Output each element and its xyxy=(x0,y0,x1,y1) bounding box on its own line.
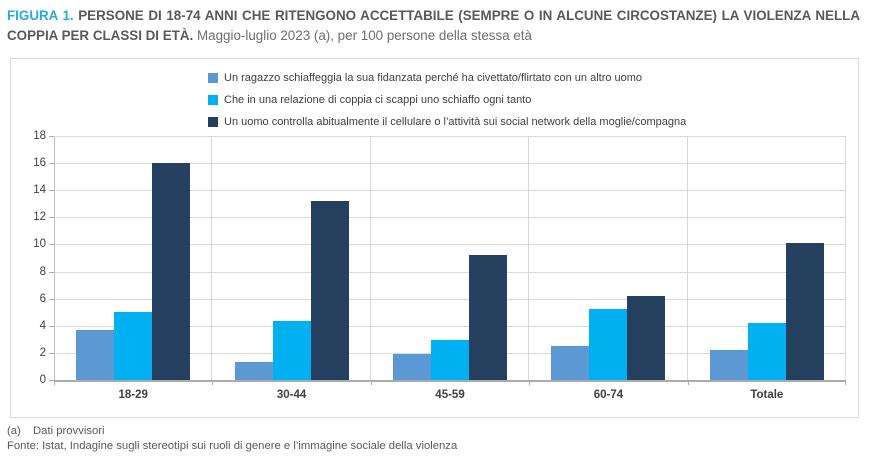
x-axis-tick xyxy=(212,381,214,385)
bar-series3-60-74 xyxy=(627,295,666,381)
chart-panel: Un ragazzo schiaffeggia la sua fidanzata… xyxy=(10,58,859,418)
bar-series3-18-29 xyxy=(152,162,191,381)
bar-series3-45-59 xyxy=(469,254,508,381)
legend-label: Che in una relazione di coppia ci scappi… xyxy=(224,94,532,106)
x-category-label: 30-44 xyxy=(276,389,307,401)
bar-group-30-44 xyxy=(212,137,370,381)
gridline xyxy=(54,325,846,327)
figure-number-label: FIGURA 1. xyxy=(7,8,74,23)
figure-title-text: PERSONE DI 18-74 ANNI CHE RITENGONO ACCE… xyxy=(7,8,860,43)
gridline xyxy=(54,244,846,246)
legend-swatch-icon xyxy=(208,117,218,127)
figure-subtitle: Maggio-luglio 2023 (a), per 100 persone … xyxy=(197,28,532,43)
bar-series2-18-29 xyxy=(114,311,153,381)
category-separator-line xyxy=(211,137,213,381)
bar-group-45-59 xyxy=(371,137,529,381)
plot-area: 0 2 4 6 8 10 12 14 16 18 xyxy=(33,130,846,386)
bars-container xyxy=(54,137,846,381)
y-axis-tick xyxy=(49,298,54,300)
y-axis-tick xyxy=(49,136,54,137)
legend-item: Che in una relazione di coppia ci scappi… xyxy=(208,89,686,111)
bar-series3-Totale xyxy=(785,242,824,381)
y-axis-tick xyxy=(49,325,54,327)
y-tick-label: 0 xyxy=(39,374,46,386)
legend-label: Un ragazzo schiaffeggia la sua fidanzata… xyxy=(224,72,643,84)
y-tick-label: 16 xyxy=(33,157,46,170)
figure-title: FIGURA 1. PERSONE DI 18-74 ANNI CHE RITE… xyxy=(0,0,869,46)
gridline xyxy=(54,163,846,165)
bar-series2-45-59 xyxy=(431,340,470,381)
gridline xyxy=(54,298,846,300)
bar-group-Totale xyxy=(688,137,846,381)
bar-series3-30-44 xyxy=(310,200,349,381)
bar-series1-30-44 xyxy=(234,362,273,381)
x-category-label: 45-59 xyxy=(435,389,465,401)
x-axis-tick xyxy=(529,381,531,385)
bar-series2-60-74 xyxy=(589,309,628,381)
figure-footer: (a) Dati provvisori Fonte: Istat, Indagin… xyxy=(7,424,457,454)
y-axis-line xyxy=(54,137,55,381)
y-axis-tick xyxy=(49,244,54,246)
x-axis-tick xyxy=(370,381,372,385)
bar-series1-45-59 xyxy=(393,353,432,381)
x-axis-tick xyxy=(687,381,689,385)
category-separator-line xyxy=(528,137,530,381)
x-axis-tick xyxy=(845,381,846,385)
y-tick-label: 10 xyxy=(33,238,46,251)
footnote-text: Dati provvisori xyxy=(33,425,105,437)
x-axis-tick xyxy=(54,381,55,385)
gridline xyxy=(54,136,846,137)
x-axis-line xyxy=(54,380,846,382)
bar-series1-Totale xyxy=(709,349,748,381)
bar-series1-60-74 xyxy=(551,345,590,381)
bar-series2-Totale xyxy=(747,322,786,381)
x-category-label: 18-29 xyxy=(118,389,148,401)
y-tick-label: 6 xyxy=(39,292,46,305)
y-tick-label: 2 xyxy=(39,346,46,359)
y-axis-tick xyxy=(49,352,54,354)
gridline xyxy=(54,271,846,273)
x-category-label: 60-74 xyxy=(593,389,624,401)
y-tick-label: 8 xyxy=(39,265,46,278)
y-tick-label: 4 xyxy=(39,319,46,332)
legend-swatch-icon xyxy=(208,95,218,105)
category-separator-line xyxy=(845,137,846,381)
chart-legend: Un ragazzo schiaffeggia la sua fidanzata… xyxy=(208,67,686,133)
x-category-label: Totale xyxy=(750,389,784,401)
legend-item: Un ragazzo schiaffeggia la sua fidanzata… xyxy=(208,67,686,89)
y-tick-label: 12 xyxy=(33,211,46,224)
gridline xyxy=(54,217,846,219)
source-line: Fonte: Istat, Indagine sugli stereotipi … xyxy=(7,440,458,452)
y-tick-label: 14 xyxy=(33,184,46,197)
legend-item: Un uomo controlla abitualmente il cellul… xyxy=(208,111,686,133)
x-axis-labels: 18-29 30-44 45-59 60-74 Totale xyxy=(54,389,846,401)
y-axis-tick xyxy=(49,217,54,219)
footnote: (a) Dati provvisori xyxy=(7,424,457,439)
y-tick-label: 18 xyxy=(33,130,46,142)
y-axis-tick xyxy=(49,271,54,273)
y-axis-tick xyxy=(49,380,54,381)
bar-series1-18-29 xyxy=(76,329,115,381)
gridline xyxy=(54,190,846,192)
category-separator-line xyxy=(369,137,371,381)
y-axis-tick xyxy=(49,190,54,192)
bar-group-18-29 xyxy=(54,137,212,381)
category-separator-line xyxy=(686,137,688,381)
legend-swatch-icon xyxy=(208,73,218,83)
footnote-marker: (a) xyxy=(7,425,21,437)
bar-series2-30-44 xyxy=(272,321,311,381)
bar-group-60-74 xyxy=(529,137,687,381)
legend-label: Un uomo controlla abitualmente il cellul… xyxy=(224,116,687,128)
y-axis-tick xyxy=(49,163,54,165)
